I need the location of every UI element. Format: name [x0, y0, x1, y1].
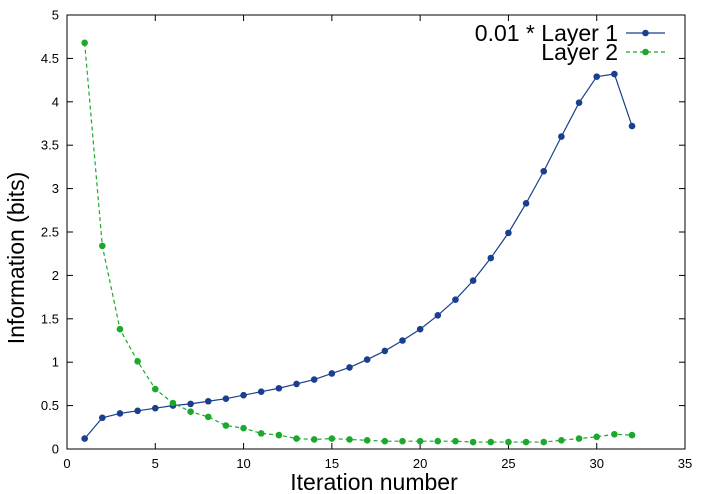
legend-swatch-marker	[642, 48, 649, 56]
data-point	[628, 122, 636, 130]
data-point	[328, 370, 336, 377]
x-tick-label: 35	[678, 456, 692, 471]
data-point	[399, 437, 406, 445]
y-tick-label: 1.5	[41, 311, 59, 326]
x-tick-label: 25	[501, 456, 515, 471]
data-point	[558, 133, 565, 140]
data-point	[628, 431, 636, 439]
legend-label: Layer 2	[541, 39, 618, 65]
x-tick-label: 10	[236, 456, 250, 471]
x-tick-label: 30	[589, 456, 603, 471]
y-tick-label: 0.5	[41, 398, 59, 413]
data-point	[187, 400, 194, 408]
data-point	[522, 438, 530, 446]
data-point	[293, 380, 300, 388]
data-point	[134, 358, 141, 365]
data-point	[381, 347, 389, 355]
data-point	[434, 312, 442, 319]
series-2	[81, 39, 636, 446]
data-point	[416, 325, 424, 333]
data-point	[575, 435, 583, 442]
x-tick-label: 5	[152, 456, 159, 471]
x-tick-label: 15	[325, 456, 339, 471]
data-point	[257, 430, 265, 437]
data-point	[222, 422, 230, 429]
y-tick-label: 3.5	[41, 138, 59, 153]
y-tick-label: 4.5	[41, 51, 59, 66]
plot-area	[66, 14, 686, 450]
data-point	[452, 437, 459, 445]
data-point	[204, 413, 212, 421]
data-point	[134, 407, 141, 415]
data-point	[363, 356, 371, 363]
axis-tick-labels: 0 5 10 15 20 25 30 35 0 0.5 1 1.5 2 2.5 3 3.5 4 4.5 5	[41, 8, 692, 472]
legend-label: 0.01 * Layer 1	[475, 20, 618, 46]
data-point	[257, 388, 265, 396]
x-tick-label: 0	[63, 456, 70, 471]
data-point	[116, 410, 124, 417]
legend-swatch-marker	[642, 29, 649, 37]
data-point	[611, 70, 618, 78]
y-tick-label: 1	[52, 355, 59, 370]
data-point	[593, 433, 601, 441]
data-point	[487, 438, 495, 446]
data-point	[275, 384, 283, 392]
data-point	[99, 242, 106, 250]
data-point	[81, 39, 88, 47]
data-point	[99, 414, 106, 422]
data-point	[310, 376, 318, 383]
axis-ticks	[66, 14, 686, 450]
series-line	[84, 73, 633, 439]
data-point	[505, 229, 512, 237]
series-layer	[81, 39, 636, 446]
x-tick-label: 20	[413, 456, 427, 471]
data-point	[593, 73, 601, 80]
data-point	[416, 437, 424, 445]
data-point	[399, 337, 406, 344]
y-tick-label: 2.5	[41, 225, 59, 240]
data-point	[469, 277, 477, 284]
data-point	[611, 430, 618, 438]
data-point	[293, 435, 300, 442]
data-point	[275, 431, 283, 439]
y-tick-label: 3	[52, 181, 59, 196]
plot-border	[66, 14, 686, 450]
data-point	[151, 404, 159, 412]
data-point	[363, 437, 371, 444]
data-point	[240, 391, 247, 399]
data-point	[522, 200, 530, 207]
data-point	[187, 408, 194, 415]
data-point	[222, 395, 230, 402]
series-1	[81, 70, 636, 442]
data-point	[346, 436, 353, 443]
y-tick-label: 0	[52, 442, 59, 457]
data-point	[452, 296, 459, 304]
data-point	[434, 437, 442, 445]
data-point	[204, 397, 212, 405]
data-point	[240, 424, 247, 432]
data-point	[151, 385, 159, 393]
data-point	[487, 254, 495, 262]
data-point	[469, 438, 477, 446]
data-point	[116, 325, 124, 333]
data-point	[310, 436, 318, 443]
y-axis-title: Information (bits)	[3, 172, 29, 345]
series-line	[84, 42, 633, 443]
y-tick-label: 4	[52, 94, 59, 109]
y-tick-label: 5	[52, 8, 59, 23]
data-point	[505, 438, 512, 446]
y-tick-label: 2	[52, 268, 59, 283]
data-point	[540, 167, 548, 175]
data-point	[346, 364, 353, 371]
data-point	[328, 435, 336, 442]
data-point	[558, 437, 565, 444]
x-axis-title: Iteration number	[290, 469, 458, 494]
data-point	[381, 437, 389, 445]
data-point	[540, 438, 548, 446]
data-point	[169, 399, 177, 407]
data-point	[81, 435, 88, 442]
data-point	[575, 99, 583, 106]
